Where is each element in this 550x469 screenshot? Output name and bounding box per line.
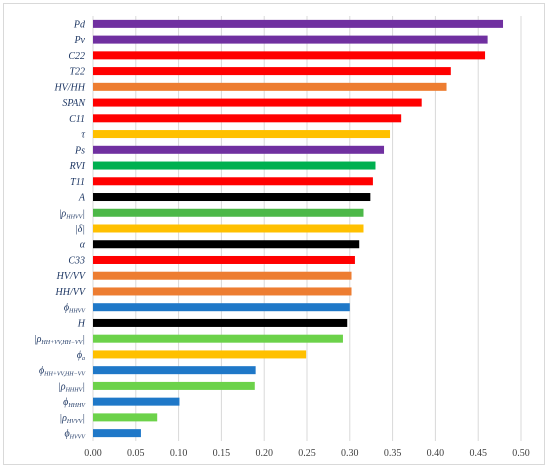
- category-label: HV/HH: [53, 82, 85, 93]
- bar: [93, 161, 376, 170]
- bar: [93, 429, 141, 438]
- x-tick-label: 0.25: [298, 448, 316, 459]
- bar: [93, 334, 343, 343]
- category-label: |ρHHVV|: [59, 208, 85, 220]
- category-label: C22: [68, 51, 85, 62]
- category-label: A: [78, 193, 86, 204]
- bar: [93, 271, 352, 280]
- bar: [93, 177, 373, 186]
- bar: [93, 19, 504, 28]
- category-label: |ρHVVV|: [59, 413, 85, 425]
- category-label: τ: [81, 130, 85, 141]
- x-tick-label: 0.45: [469, 448, 487, 459]
- bar: [93, 255, 355, 264]
- category-label: RVI: [69, 161, 86, 172]
- bar: [93, 193, 371, 202]
- category-label: C33: [68, 255, 85, 266]
- bar: [93, 35, 488, 44]
- category-label: T11: [70, 177, 85, 188]
- x-tick-label: 0.40: [427, 448, 445, 459]
- bar: [93, 98, 422, 107]
- bar: [93, 287, 352, 296]
- bar: [93, 82, 447, 91]
- bar: [93, 318, 348, 327]
- category-labels: Pd Pv C22 T22 HV/HH SPAN C11 τ Ps RVI T11 A |ρHHVV| |…: [34, 19, 87, 440]
- category-label: ϕHHVV: [64, 303, 87, 315]
- bar: [93, 240, 360, 249]
- category-label: Pv: [73, 35, 85, 46]
- x-axis-ticks: 0.00 0.05 0.10 0.15 0.20 0.25 0.30 0.35 0.40 0.45…: [84, 448, 530, 459]
- category-label: ϕa: [77, 350, 85, 362]
- category-label: |ρHH+VV,HH−VV|: [34, 334, 85, 346]
- category-label: H: [77, 318, 86, 329]
- category-label: HH/VV: [55, 287, 87, 298]
- category-label: T22: [69, 67, 85, 78]
- category-label: ϕHHHV: [63, 397, 86, 409]
- bar: [93, 114, 402, 123]
- bar: [93, 145, 385, 154]
- category-label: |ρHHHV|: [58, 381, 85, 393]
- category-label: ϕHH+VV,HH−VV: [39, 366, 86, 378]
- x-tick-label: 0.00: [84, 448, 102, 459]
- bar: [93, 67, 451, 76]
- category-label: SPAN: [62, 98, 86, 109]
- bar-group: [93, 19, 504, 438]
- category-label: C11: [69, 114, 85, 125]
- bar: [93, 208, 364, 217]
- x-tick-label: 0.20: [255, 448, 273, 459]
- x-tick-label: 0.50: [512, 448, 530, 459]
- bar: [93, 397, 180, 406]
- bar: [93, 303, 350, 312]
- bar: [93, 224, 364, 233]
- bar: [93, 366, 256, 375]
- bar: [93, 381, 255, 390]
- bar: [93, 350, 307, 359]
- x-tick-label: 0.35: [384, 448, 402, 459]
- bar: [93, 130, 391, 139]
- x-tick-label: 0.15: [213, 448, 231, 459]
- category-label: |δ|: [75, 224, 85, 235]
- category-label: Ps: [74, 145, 85, 156]
- category-label: HV/VV: [56, 271, 87, 282]
- category-label: Pd: [73, 19, 86, 30]
- category-label: α: [80, 240, 86, 251]
- x-tick-label: 0.30: [341, 448, 359, 459]
- bar: [93, 51, 486, 60]
- category-label: ϕHVVV: [64, 429, 86, 441]
- x-tick-label: 0.05: [127, 448, 145, 459]
- x-tick-label: 0.10: [170, 448, 188, 459]
- bar: [93, 413, 158, 422]
